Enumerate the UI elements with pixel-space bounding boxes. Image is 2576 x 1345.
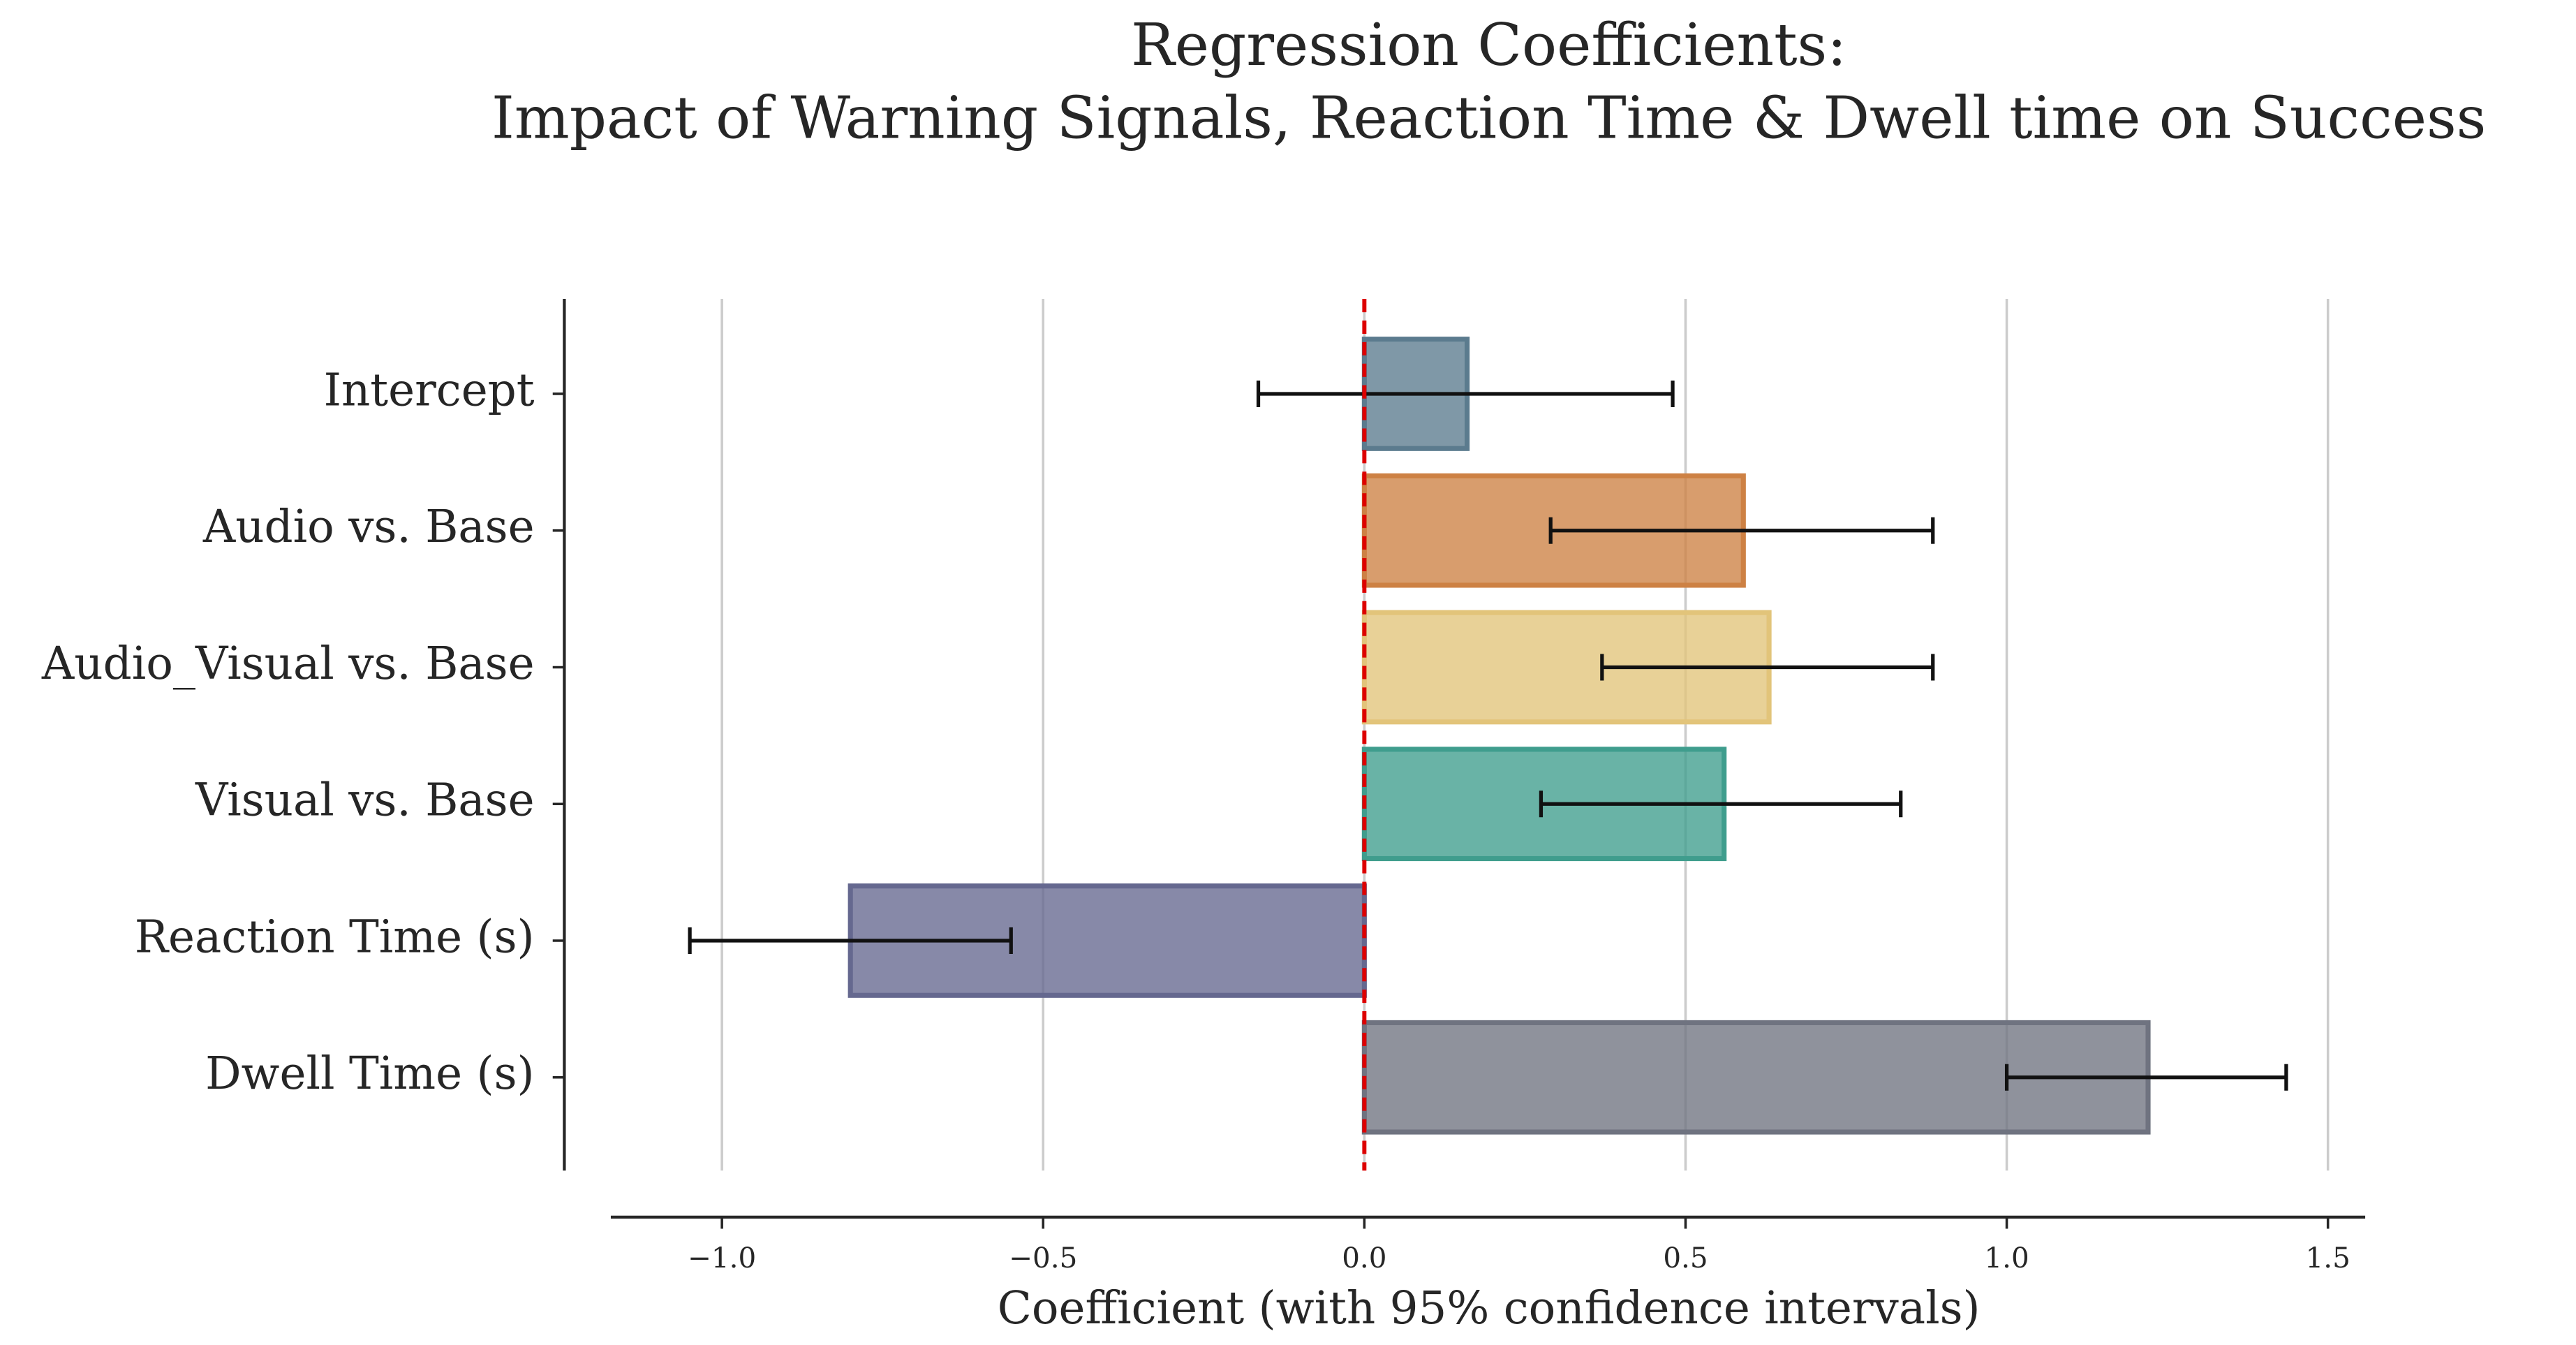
y-tick-label: Visual vs. Base bbox=[195, 774, 535, 827]
y-tick-label: Audio vs. Base bbox=[202, 501, 535, 553]
x-tick-label: 1.5 bbox=[2306, 1241, 2351, 1274]
x-tick-label: 0.5 bbox=[1663, 1241, 1708, 1274]
chart-title: Impact of Warning Signals, Reaction Time… bbox=[491, 84, 2486, 152]
y-tick-label: Reaction Time (s) bbox=[135, 911, 535, 963]
x-tick-label: 0.0 bbox=[1342, 1241, 1386, 1274]
x-tick-label: 1.0 bbox=[1984, 1241, 2029, 1274]
x-tick-label: −1.0 bbox=[688, 1241, 756, 1274]
y-tick-label: Dwell Time (s) bbox=[205, 1048, 534, 1100]
x-axis-label: Coefficient (with 95% confidence interva… bbox=[998, 1282, 1981, 1335]
bar bbox=[847, 883, 1367, 998]
x-tick-label: −0.5 bbox=[1009, 1241, 1077, 1274]
chart-title: Regression Coefficients: bbox=[1131, 11, 1846, 79]
y-tick-label: Intercept bbox=[324, 364, 535, 416]
y-tick-label: Audio_Visual vs. Base bbox=[41, 638, 535, 690]
